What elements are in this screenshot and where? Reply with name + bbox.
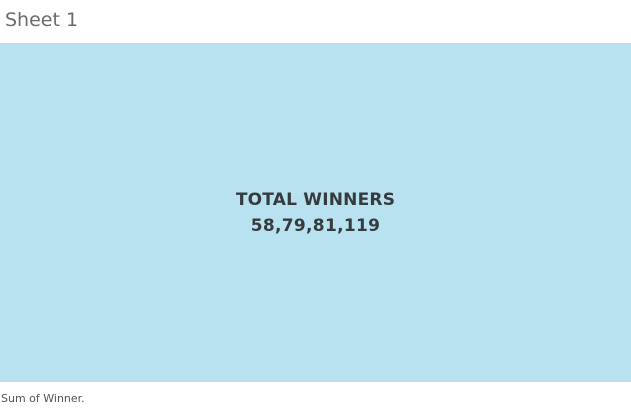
sheet-caption: Sum of Winner. [1, 392, 85, 405]
sheet-title: Sheet 1 [5, 9, 79, 31]
metric-value: 58,79,81,119 [250, 215, 381, 236]
text-mark-area[interactable]: TOTAL WINNERS 58,79,81,119 [0, 43, 631, 382]
metric-label: TOTAL WINNERS [235, 189, 396, 210]
